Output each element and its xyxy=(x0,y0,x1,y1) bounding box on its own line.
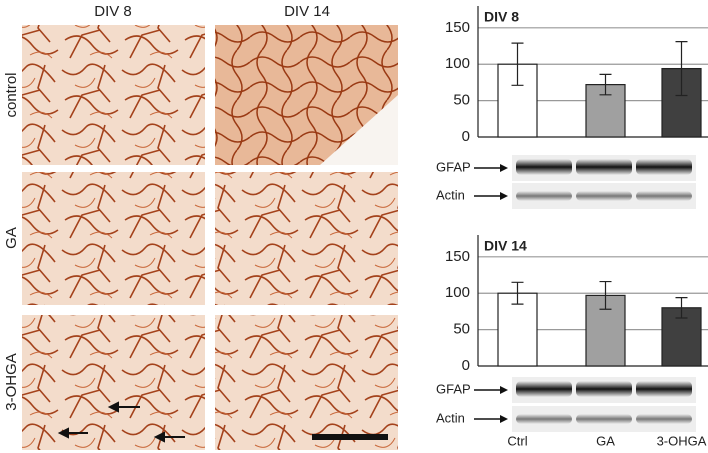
blot-band xyxy=(636,159,692,175)
blot-arrowhead xyxy=(500,164,508,172)
micrograph xyxy=(215,172,398,305)
micrograph xyxy=(22,172,205,305)
y-tick-label: 50 xyxy=(453,321,470,338)
micrograph xyxy=(22,315,205,450)
error-bar xyxy=(511,42,524,86)
blot-band xyxy=(576,381,632,397)
blot-band xyxy=(516,381,572,397)
column-label: DIV 14 xyxy=(284,3,330,20)
row-label: GA xyxy=(3,227,20,249)
micrograph xyxy=(22,25,205,165)
error-bar xyxy=(599,73,612,96)
blot-label: Actin xyxy=(436,410,465,425)
blot-band xyxy=(576,159,632,175)
row-label: 3-OHGA xyxy=(3,353,20,411)
blot-band xyxy=(636,414,692,424)
blot-band xyxy=(636,381,692,397)
micrograph xyxy=(215,315,398,450)
bar xyxy=(497,292,538,367)
y-tick-label: 0 xyxy=(462,128,470,145)
y-tick-label: 50 xyxy=(453,92,470,109)
y-tick-label: 100 xyxy=(445,284,470,301)
column-label: DIV 8 xyxy=(94,3,132,20)
chart-title: DIV 14 xyxy=(484,238,527,254)
x-tick-label: Ctrl xyxy=(507,433,527,448)
blot-band xyxy=(516,191,572,201)
x-tick-label: GA xyxy=(596,433,615,448)
blot-band xyxy=(516,159,572,175)
y-tick-label: 0 xyxy=(462,357,470,374)
blot-label: Actin xyxy=(436,187,465,202)
blot-band xyxy=(516,414,572,424)
blot-label: GFAP xyxy=(436,381,471,396)
y-tick-label: 100 xyxy=(445,55,470,72)
arrows xyxy=(57,401,185,443)
y-tick-label: 150 xyxy=(445,248,470,265)
chart-title: DIV 8 xyxy=(484,9,519,25)
x-tick-label: 3-OHGA xyxy=(657,433,707,448)
error-bar xyxy=(675,41,688,97)
y-tick-label: 150 xyxy=(445,19,470,36)
empty-area xyxy=(320,95,398,165)
blot-label: GFAP xyxy=(436,159,471,174)
error-bar xyxy=(511,281,524,305)
error-bar xyxy=(599,280,612,310)
blot-band xyxy=(576,191,632,201)
blot-arrowhead xyxy=(500,192,508,200)
blot-band xyxy=(576,414,632,424)
blot-arrowhead xyxy=(500,386,508,394)
error-bar xyxy=(675,296,688,319)
blot-arrowhead xyxy=(500,415,508,423)
row-label: control xyxy=(3,72,20,117)
blot-band xyxy=(636,191,692,201)
